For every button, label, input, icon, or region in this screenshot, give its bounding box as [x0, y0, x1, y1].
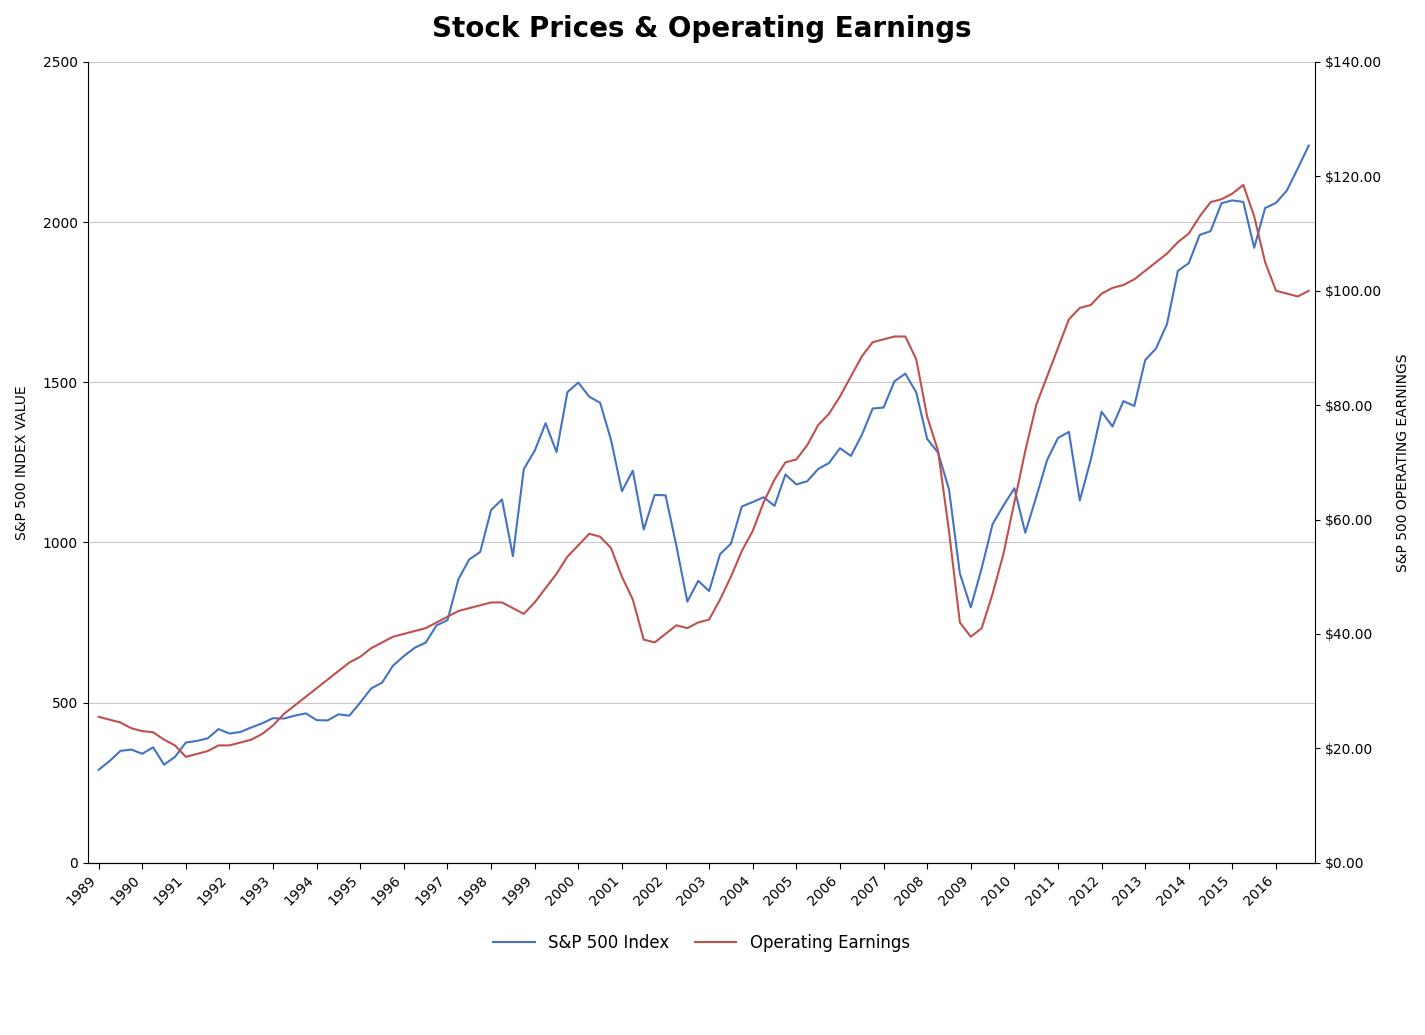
- Y-axis label: S&P 500 OPERATING EARNINGS: S&P 500 OPERATING EARNINGS: [1396, 353, 1409, 571]
- Operating Earnings: [526, 596, 543, 609]
- S&P 500 Index: [962, 601, 979, 614]
- Operating Earnings: [1039, 371, 1056, 383]
- Operating Earnings: [90, 711, 107, 723]
- S&P 500 Index: [1027, 491, 1045, 503]
- S&P 500 Index: [767, 500, 784, 512]
- Operating Earnings: [777, 456, 794, 469]
- Line: Operating Earnings: Operating Earnings: [98, 185, 1308, 757]
- Title: Stock Prices & Operating Earnings: Stock Prices & Operating Earnings: [432, 14, 972, 43]
- Legend: S&P 500 Index, Operating Earnings: S&P 500 Index, Operating Earnings: [487, 927, 916, 958]
- Operating Earnings: [177, 750, 194, 763]
- S&P 500 Index: [1257, 202, 1274, 214]
- Operating Earnings: [919, 410, 936, 422]
- S&P 500 Index: [516, 463, 533, 475]
- Operating Earnings: [973, 622, 990, 634]
- S&P 500 Index: [90, 764, 107, 776]
- Line: S&P 500 Index: S&P 500 Index: [98, 146, 1308, 770]
- S&P 500 Index: [1300, 140, 1317, 152]
- Operating Earnings: [1235, 179, 1253, 191]
- Operating Earnings: [1300, 285, 1317, 297]
- Y-axis label: S&P 500 INDEX VALUE: S&P 500 INDEX VALUE: [16, 385, 28, 539]
- Operating Earnings: [1278, 288, 1295, 300]
- S&P 500 Index: [908, 386, 925, 398]
